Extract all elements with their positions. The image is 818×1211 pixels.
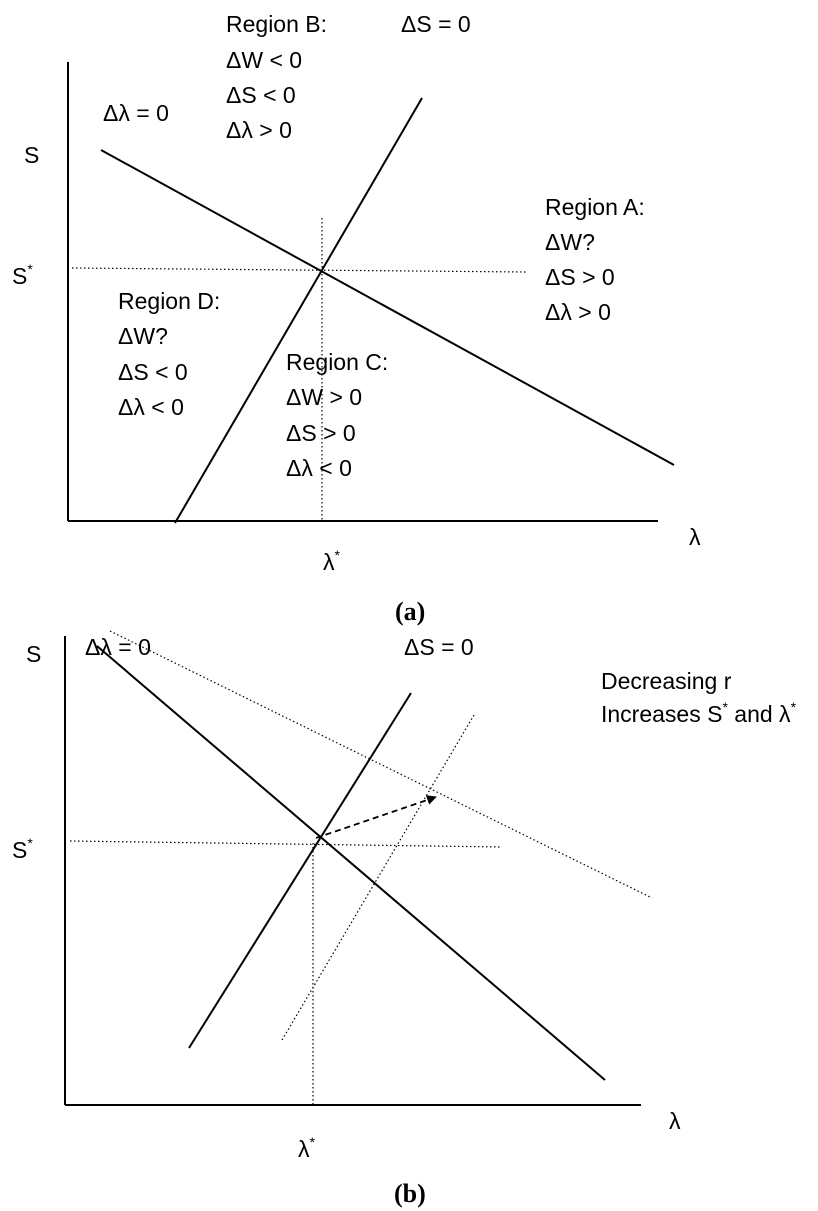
- region-b-text: Region B: ΔW < 0 ΔS < 0 Δλ > 0: [226, 11, 327, 143]
- svg-text:Region A:: Region A:: [545, 194, 645, 220]
- dlambda-zero-shifted-curve: [109, 630, 653, 899]
- caption-b: (b): [394, 1179, 426, 1208]
- region-d-text: Region D: ΔW? ΔS < 0 Δλ < 0: [118, 288, 220, 420]
- svg-text:Δλ < 0: Δλ < 0: [118, 394, 184, 420]
- svg-text:ΔW < 0: ΔW < 0: [226, 47, 302, 73]
- svg-text:Decreasing r: Decreasing r: [601, 668, 732, 694]
- ds-zero-curve-b: [188, 692, 412, 1049]
- svg-text:ΔS > 0: ΔS > 0: [286, 420, 356, 446]
- ds-zero-curve: [174, 97, 423, 524]
- shift-note: Decreasing r Increases S* and λ*: [601, 668, 797, 727]
- svg-text:ΔS < 0: ΔS < 0: [118, 359, 188, 385]
- dlambda-zero-curve: [100, 149, 675, 466]
- dlambda-zero-label: Δλ = 0: [103, 100, 169, 126]
- svg-text:Δλ > 0: Δλ > 0: [545, 299, 611, 325]
- s-star-guide: [71, 267, 527, 273]
- svg-text:Region C:: Region C:: [286, 349, 388, 375]
- svg-text:Δλ < 0: Δλ < 0: [286, 455, 352, 481]
- dlambda-zero-curve-b: [96, 645, 606, 1081]
- svg-text:Increases S* and λ*: Increases S* and λ*: [601, 699, 797, 727]
- s-star-label: S*: [12, 261, 33, 289]
- svg-text:Δλ > 0: Δλ > 0: [226, 117, 292, 143]
- svg-text:ΔW?: ΔW?: [118, 323, 168, 349]
- lambda-star-label-b: λ*: [298, 1134, 316, 1162]
- axis-label-lambda: λ: [689, 524, 701, 550]
- axis-label-s-b: S: [26, 641, 41, 667]
- axis-label-s: S: [24, 142, 39, 168]
- svg-text:ΔW > 0: ΔW > 0: [286, 384, 362, 410]
- svg-text:Region D:: Region D:: [118, 288, 220, 314]
- svg-text:Region B:: Region B:: [226, 11, 327, 37]
- ds-zero-label-b: ΔS = 0: [404, 634, 474, 660]
- region-a-text: Region A: ΔW? ΔS > 0 Δλ > 0: [545, 194, 645, 325]
- panel-b: S λ S* λ* Δλ = 0 ΔS = 0 Decreasing r Inc…: [12, 630, 797, 1208]
- dlambda-zero-label-b: Δλ = 0: [85, 634, 151, 660]
- region-c-text: Region C: ΔW > 0 ΔS > 0 Δλ < 0: [286, 349, 388, 481]
- axis-label-lambda-b: λ: [669, 1108, 681, 1134]
- svg-text:ΔW?: ΔW?: [545, 229, 595, 255]
- svg-text:ΔS > 0: ΔS > 0: [545, 264, 615, 290]
- caption-a: (a): [395, 597, 425, 626]
- lambda-star-label: λ*: [323, 547, 341, 575]
- panel-a: S λ S* λ* Δλ = 0 ΔS = 0 Region B: ΔW < 0…: [12, 11, 701, 626]
- s-star-guide-b: [69, 840, 503, 848]
- equilibrium-shift-arrow: [315, 795, 437, 839]
- ds-zero-label: ΔS = 0: [401, 11, 471, 37]
- svg-text:ΔS < 0: ΔS < 0: [226, 82, 296, 108]
- s-star-label-b: S*: [12, 835, 33, 863]
- ds-zero-shifted-curve: [281, 714, 475, 1041]
